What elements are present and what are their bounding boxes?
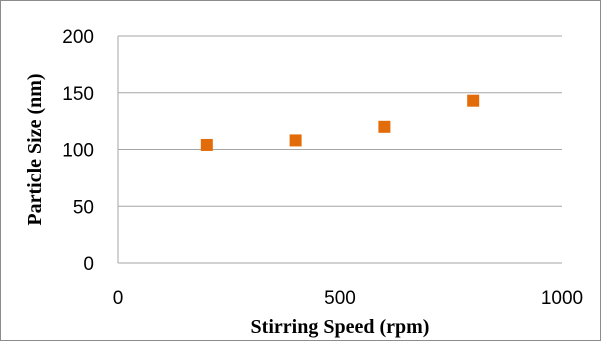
x-tick-label-1000: 1000: [541, 288, 583, 309]
y-tick-label-50: 50: [73, 197, 94, 218]
x-axis-title: Stirring Speed (rpm): [251, 316, 430, 338]
axes: [117, 36, 562, 264]
y-tick-label-100: 100: [62, 141, 94, 162]
y-tick-label-150: 150: [62, 84, 94, 105]
x-tick-label-0: 0: [113, 288, 124, 309]
y-tick-label-0: 0: [83, 254, 94, 275]
data-point-4: [467, 94, 480, 107]
grid-lines: [118, 35, 562, 207]
data-point-1: [200, 138, 213, 151]
data-point-2: [289, 134, 302, 147]
tick-labels: 0 50 100 150 200 0 500 1000: [62, 27, 583, 309]
y-axis-title: Particle Size (nm): [24, 73, 46, 225]
data-point-3: [378, 120, 391, 133]
y-tick-label-200: 200: [62, 27, 94, 48]
x-tick-label-500: 500: [324, 288, 356, 309]
data-points: [200, 94, 480, 151]
